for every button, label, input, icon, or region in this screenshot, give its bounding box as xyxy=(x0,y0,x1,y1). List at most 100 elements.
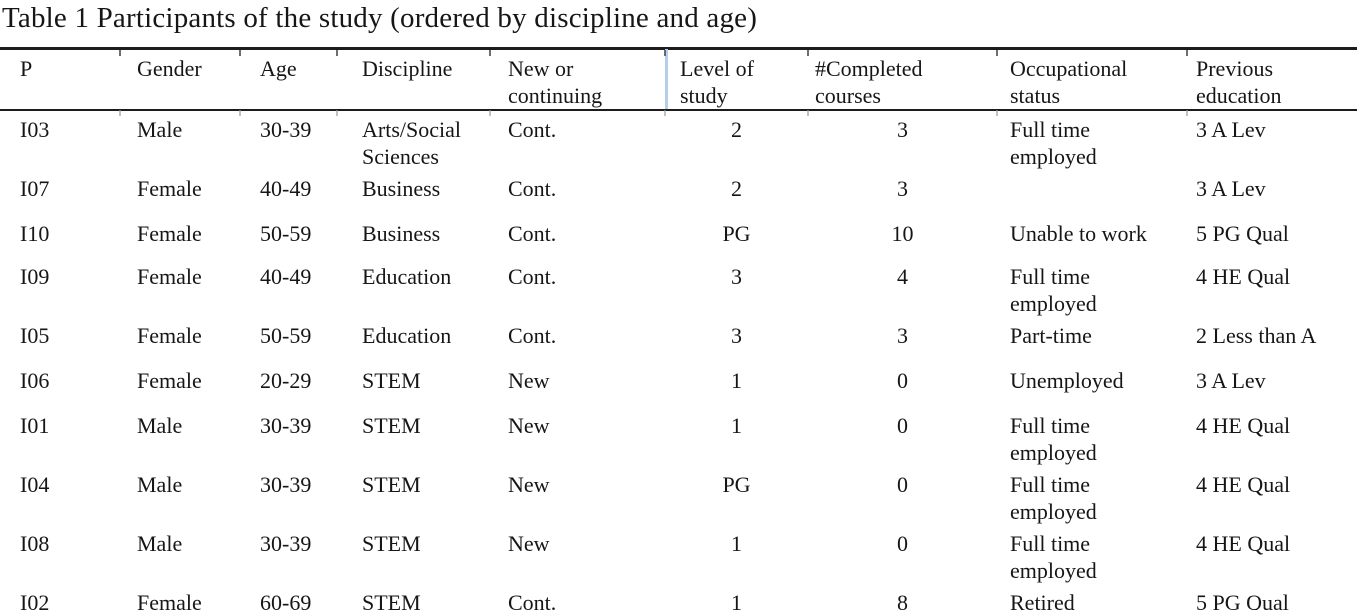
cell-completed-courses: 0 xyxy=(897,368,908,393)
cell-gender: Male xyxy=(137,472,183,497)
cell-occupational-status xyxy=(997,170,1187,215)
cell-level-of-study: 1 xyxy=(731,413,742,438)
cell-level-of-study: 1 xyxy=(731,531,742,556)
column-header-completed-courses: #Completed courses xyxy=(815,56,923,108)
table-row: I04 Male 30-39 STEM New PG 0 Full time employed… xyxy=(0,466,1357,525)
cell-p: I01 xyxy=(20,413,50,438)
cell-p: I08 xyxy=(20,531,50,556)
cell-discipline: STEM xyxy=(362,368,421,393)
cell-p: I09 xyxy=(20,264,50,289)
table-row: I08 Male 30-39 STEM New 1 0 Full time employed 4… xyxy=(0,525,1357,584)
column-header-discipline: Discipline xyxy=(362,56,453,81)
column-boundary-tick xyxy=(239,50,241,56)
column-header-occupational-status: Occupational status xyxy=(1010,56,1128,108)
column-header-previous-education: Previous education xyxy=(1196,56,1282,108)
cell-new-or-continuing: New xyxy=(508,472,550,497)
table-row: I07 Female 40-49 Business Cont. 2 3 3 A Lev xyxy=(0,170,1357,215)
cell-completed-courses: 0 xyxy=(897,472,908,497)
cell-completed-courses: 3 xyxy=(897,117,908,142)
table-row: I10 Female 50-59 Business Cont. PG 10 Unable to… xyxy=(0,215,1357,258)
cell-discipline: Education xyxy=(362,264,452,289)
table-row: I05 Female 50-59 Education Cont. 3 3 Part-time 2… xyxy=(0,317,1357,362)
column-boundary-tick xyxy=(807,110,809,116)
column-header-new-or-continuing: New or continuing xyxy=(508,56,603,108)
cell-previous-education: 4 HE Qual xyxy=(1196,472,1291,497)
cell-age: 50-59 xyxy=(260,221,312,246)
cell-age: 40-49 xyxy=(260,264,312,289)
cell-occupational-status: Full time employed xyxy=(1010,472,1097,524)
column-boundary-tick xyxy=(996,50,998,56)
cell-previous-education: 5 PG Qual xyxy=(1196,590,1289,610)
cell-gender: Male xyxy=(137,413,183,438)
column-boundary-tick xyxy=(664,110,666,116)
cell-previous-education: 3 A Lev xyxy=(1196,176,1266,201)
cell-gender: Female xyxy=(137,221,202,246)
cell-gender: Male xyxy=(137,117,183,142)
cell-age: 60-69 xyxy=(260,590,312,610)
cell-occupational-status: Retired xyxy=(1010,590,1075,610)
cell-p: I03 xyxy=(20,117,50,142)
table-row: I03 Male 30-39 Arts/Social Sciences Cont. 2 3 F… xyxy=(0,110,1357,170)
cell-age: 50-59 xyxy=(260,323,312,348)
cell-previous-education: 2 Less than A xyxy=(1196,323,1317,348)
cell-occupational-status: Full time employed xyxy=(1010,531,1097,583)
column-boundary-tick xyxy=(336,50,338,56)
column-header-age: Age xyxy=(260,56,297,81)
cell-age: 30-39 xyxy=(260,531,312,556)
cell-gender: Female xyxy=(137,264,202,289)
cell-new-or-continuing: Cont. xyxy=(508,221,557,246)
cell-new-or-continuing: New xyxy=(508,531,550,556)
cell-level-of-study: 3 xyxy=(731,323,742,348)
cell-p: I10 xyxy=(20,221,50,246)
column-boundary-tick xyxy=(1186,50,1188,56)
cell-completed-courses: 3 xyxy=(897,176,908,201)
cell-new-or-continuing: New xyxy=(508,413,550,438)
column-boundary-tick xyxy=(119,110,121,116)
column-header-p: P xyxy=(20,56,33,81)
column-boundary-tick xyxy=(119,50,121,56)
cell-completed-courses: 0 xyxy=(897,413,908,438)
column-boundary-tick xyxy=(996,110,998,116)
cell-discipline: Arts/Social Sciences xyxy=(362,117,461,169)
column-boundary-tick xyxy=(489,110,491,116)
cell-gender: Female xyxy=(137,590,202,610)
column-boundary-tick xyxy=(239,110,241,116)
cell-gender: Male xyxy=(137,531,183,556)
cell-discipline: Business xyxy=(362,221,441,246)
cell-previous-education: 3 A Lev xyxy=(1196,368,1266,393)
cell-age: 30-39 xyxy=(260,472,312,497)
cell-gender: Female xyxy=(137,176,202,201)
column-boundary-tick xyxy=(664,50,666,56)
cell-gender: Female xyxy=(137,368,202,393)
cell-age: 20-29 xyxy=(260,368,312,393)
participants-table: P Gender Age Discipline New or continuing Lev… xyxy=(0,47,1357,610)
table-header-row: P Gender Age Discipline New or continuing Lev… xyxy=(0,49,1357,110)
cell-occupational-status: Full time employed xyxy=(1010,413,1097,465)
cell-new-or-continuing: Cont. xyxy=(508,323,557,348)
cell-discipline: Education xyxy=(362,323,452,348)
cell-previous-education: 5 PG Qual xyxy=(1196,221,1289,246)
column-boundary-tick xyxy=(336,110,338,116)
cell-new-or-continuing: Cont. xyxy=(508,117,557,142)
column-header-gender: Gender xyxy=(137,56,202,81)
table-row: I02 Female 60-69 STEM Cont. 1 8 Retired 5 PG Qua… xyxy=(0,584,1357,610)
cell-completed-courses: 10 xyxy=(891,221,914,246)
cell-completed-courses: 3 xyxy=(897,323,908,348)
cell-occupational-status: Full time employed xyxy=(1010,117,1097,169)
cell-occupational-status: Part-time xyxy=(1010,323,1092,348)
cell-occupational-status: Unemployed xyxy=(1010,368,1124,393)
cell-discipline: STEM xyxy=(362,472,421,497)
cell-p: I06 xyxy=(20,368,50,393)
table-row: I09 Female 40-49 Education Cont. 3 4 Full time … xyxy=(0,258,1357,317)
cell-discipline: STEM xyxy=(362,590,421,610)
cell-occupational-status: Unable to work xyxy=(1010,221,1147,246)
cell-level-of-study: 2 xyxy=(731,176,742,201)
table-row: I01 Male 30-39 STEM New 1 0 Full time employed 4… xyxy=(0,407,1357,466)
cell-completed-courses: 8 xyxy=(897,590,908,610)
cell-previous-education: 4 HE Qual xyxy=(1196,531,1291,556)
cell-new-or-continuing: New xyxy=(508,368,550,393)
cell-p: I05 xyxy=(20,323,50,348)
data-table: P Gender Age Discipline New or continuing Lev… xyxy=(0,47,1357,610)
table-row: I06 Female 20-29 STEM New 1 0 Unemployed 3 A Lev xyxy=(0,362,1357,407)
cell-previous-education: 4 HE Qual xyxy=(1196,413,1291,438)
